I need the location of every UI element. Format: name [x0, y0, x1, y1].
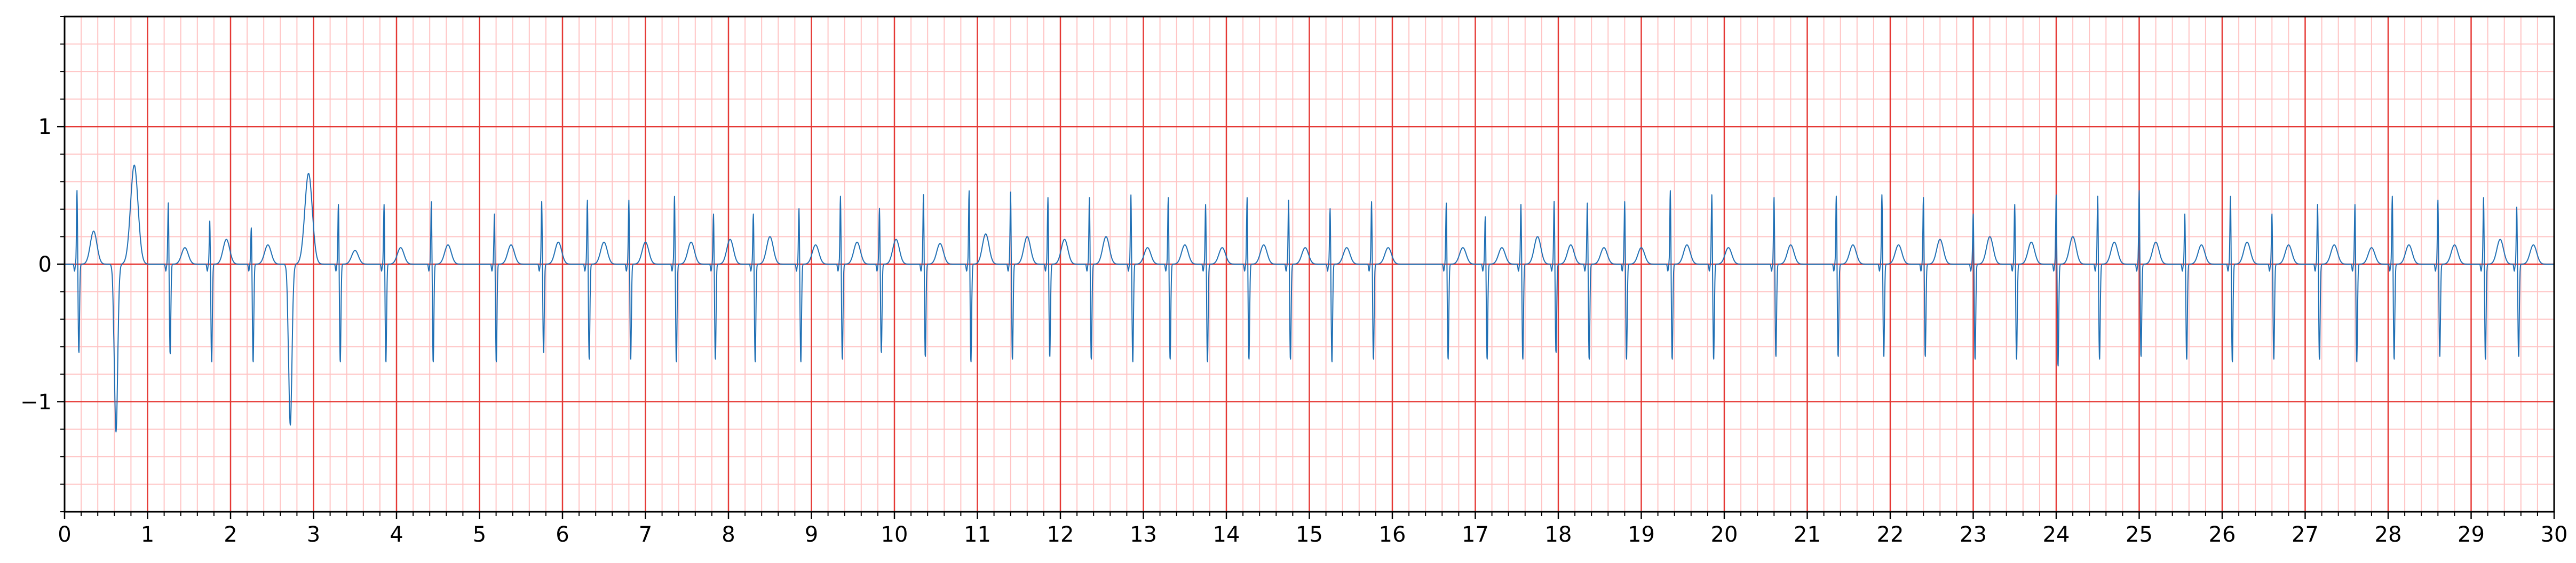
x-tick-label: 7 — [639, 522, 652, 547]
x-tick-label: 3 — [307, 522, 320, 547]
x-tick-label: 8 — [722, 522, 735, 547]
y-tick-label: 1 — [38, 115, 52, 139]
x-tick-label: 12 — [1047, 522, 1074, 547]
y-tick-labels: −1 0 1 — [20, 115, 52, 415]
x-tick-label: 17 — [1462, 522, 1489, 547]
x-tick-label: 5 — [473, 522, 486, 547]
x-tick-label: 0 — [58, 522, 71, 547]
x-tick-label: 2 — [224, 522, 237, 547]
x-tick-label: 25 — [2126, 522, 2153, 547]
x-tick-label: 4 — [390, 522, 403, 547]
x-tick-label: 6 — [556, 522, 569, 547]
ecg-series-line — [64, 164, 2555, 433]
x-tick-label: 21 — [1794, 522, 1821, 547]
x-tick-label: 14 — [1213, 522, 1240, 547]
x-tick-label: 15 — [1296, 522, 1323, 547]
x-tick-label: 20 — [1711, 522, 1738, 547]
x-tick-label: 27 — [2292, 522, 2319, 547]
x-tick-label: 11 — [964, 522, 991, 547]
x-tick-label: 26 — [2209, 522, 2236, 547]
x-tick-label: 30 — [2541, 522, 2568, 547]
x-tick-label: 9 — [805, 522, 818, 547]
x-tick-label: 23 — [1960, 522, 1987, 547]
x-tick-label: 24 — [2043, 522, 2070, 547]
x-tick-label: 28 — [2375, 522, 2402, 547]
x-tick-label: 19 — [1628, 522, 1655, 547]
x-tick-label: 10 — [881, 522, 908, 547]
series-layer — [64, 164, 2555, 433]
x-tick-label: 16 — [1379, 522, 1406, 547]
x-tick-label: 18 — [1545, 522, 1572, 547]
x-tick-label: 13 — [1130, 522, 1157, 547]
axis-ticks — [57, 16, 2555, 519]
x-tick-label: 1 — [141, 522, 154, 547]
y-tick-label: 0 — [38, 252, 52, 277]
x-tick-labels: 0 1 2 3 4 5 6 7 8 9 10 11 12 13 14 15 16 17 18 19 20 21 22 23 24… — [58, 522, 2567, 547]
x-tick-label: 29 — [2458, 522, 2485, 547]
x-tick-label: 22 — [1877, 522, 1904, 547]
y-tick-label: −1 — [20, 390, 52, 415]
